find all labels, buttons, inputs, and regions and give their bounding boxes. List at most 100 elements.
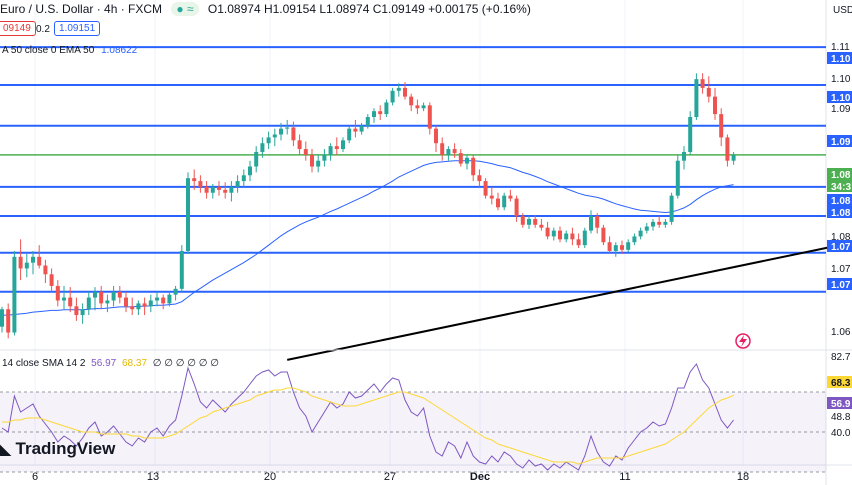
- candle-body-5: [31, 256, 35, 263]
- candle-body-109: [675, 160, 680, 196]
- candle-body-116: [719, 114, 724, 138]
- candle-body-57: [353, 128, 358, 132]
- price-axis-label-14: 1.06: [831, 327, 851, 338]
- candle-body-103: [638, 230, 643, 237]
- candle-body-104: [644, 226, 649, 231]
- x-tick-label-3: 27: [384, 471, 396, 483]
- sell-price-button[interactable]: 09149: [0, 21, 36, 36]
- candle-body-55: [341, 140, 345, 150]
- price-axis-label-13: 1.07: [831, 280, 851, 291]
- price-tag-bg-13: [827, 278, 852, 290]
- candle-body-47: [291, 127, 296, 141]
- candle-body-26: [161, 297, 166, 304]
- rsi-line: [1, 362, 734, 471]
- candle-body-93: [576, 239, 581, 246]
- candle-body-53: [328, 146, 333, 155]
- price-axis-label-11: 1.07: [831, 242, 851, 253]
- tradingview-logo[interactable]: ◣ TradingView: [0, 439, 115, 459]
- price-tag-bg-6: [827, 168, 852, 180]
- ema-50-path: [2, 160, 734, 316]
- candle-body-95: [589, 216, 593, 231]
- buy-price-button[interactable]: 1.09151: [54, 21, 101, 36]
- candle-body-76: [471, 157, 476, 176]
- trendline-path: [286, 243, 846, 361]
- candle-body-84: [520, 216, 525, 225]
- candle-body-106: [657, 221, 662, 225]
- price-tag-bg-5: [827, 135, 852, 147]
- candle-body-16: [99, 291, 104, 304]
- candle-body-77: [477, 175, 482, 182]
- candle-body-34: [210, 186, 215, 193]
- price-axis[interactable]: 1.111.101.101.101.091.091.0834:31.081.08…: [827, 42, 852, 439]
- price-axis-label-4: 1.09: [831, 104, 851, 115]
- rsi-axis-label-3: 48.8: [831, 412, 851, 423]
- candle-body-70: [434, 128, 438, 144]
- candle-body-38: [235, 181, 240, 187]
- candle-body-37: [229, 186, 234, 193]
- rsi-legend[interactable]: 14 close SMA 14 2 56.97 68.37 ∅ ∅ ∅ ∅ ∅ …: [2, 358, 219, 369]
- candle-body-13: [80, 309, 85, 316]
- candle-body-54: [334, 146, 339, 150]
- candle-body-4: [24, 262, 29, 269]
- candle-body-6: [37, 256, 42, 266]
- candle-body-42: [260, 143, 265, 152]
- ema-legend[interactable]: A 50 close 0 EMA 50 1.08622: [2, 45, 137, 56]
- candle-body-117: [725, 137, 730, 161]
- candle-body-29: [179, 250, 184, 289]
- candle-body-66: [409, 96, 414, 106]
- candle-body-15: [93, 291, 97, 298]
- ohlc-values: O1.08974 H1.09154 L1.08974 C1.09149 +0.0…: [207, 2, 531, 16]
- candle-body-33: [204, 186, 209, 193]
- candle-body-99: [613, 245, 618, 251]
- candle-body-51: [316, 160, 321, 167]
- candle-body-31: [192, 178, 197, 182]
- candle-body-23: [142, 303, 147, 307]
- replay-icon[interactable]: [735, 333, 751, 349]
- candle-body-74: [458, 153, 463, 164]
- candle-body-49: [303, 149, 308, 155]
- candle-body-101: [626, 242, 631, 250]
- candle-body-0: [0, 309, 4, 327]
- price-tag-bg-11: [827, 240, 852, 252]
- candle-body-108: [669, 195, 674, 222]
- rsi-axis-label-1: 68.3: [831, 378, 851, 389]
- x-tick-label-2: 20: [264, 471, 276, 483]
- price-axis-label-10: 1.08: [831, 232, 851, 243]
- candle-body-56: [347, 128, 352, 141]
- time-axis[interactable]: 6 13 20 27 Dec 11 18: [32, 471, 749, 483]
- price-axis-label-8: 1.08: [831, 196, 851, 207]
- ema-legend-label: A 50 close 0 EMA 50: [2, 45, 95, 56]
- candle-body-46: [285, 127, 290, 129]
- spread-value: 0.2: [36, 24, 50, 35]
- candle-body-48: [297, 140, 302, 150]
- candle-body-97: [601, 227, 606, 243]
- candle-body-44: [272, 134, 277, 138]
- price-tag-bg-1: [827, 52, 852, 64]
- price-axis-label-7: 34:3: [831, 182, 851, 193]
- candle-body-61: [378, 111, 383, 115]
- candle-body-69: [427, 105, 432, 129]
- rsi-tag-bg-1: [827, 376, 852, 388]
- candle-body-62: [384, 102, 389, 115]
- candle-body-102: [632, 236, 637, 243]
- trendline[interactable]: [286, 243, 846, 361]
- candle-body-86: [533, 218, 538, 225]
- candle-body-110: [682, 151, 686, 161]
- candle-body-71: [440, 143, 445, 155]
- candle-body-90: [558, 230, 562, 240]
- candle-body-100: [620, 245, 624, 250]
- market-status-icons[interactable]: ● ≈: [171, 2, 199, 16]
- candle-body-43: [266, 137, 271, 144]
- candle-body-52: [322, 154, 327, 161]
- candle-body-18: [111, 291, 116, 301]
- candles: [0, 73, 736, 339]
- candle-body-85: [527, 218, 531, 225]
- candle-body-9: [55, 285, 60, 301]
- candle-body-105: [651, 221, 655, 227]
- tradingview-logo-icon: ◣: [0, 441, 11, 457]
- candle-body-28: [173, 288, 178, 295]
- rsi-sma-line: [2, 387, 734, 465]
